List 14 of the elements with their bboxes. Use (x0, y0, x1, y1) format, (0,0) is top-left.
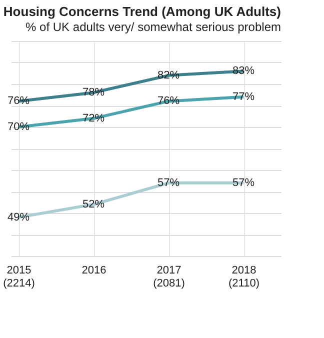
chart-subtitle: % of UK adults very/ somewhat serious problem (26, 20, 281, 34)
x-tick-label: 2015 (2214) (3, 264, 35, 290)
data-label: 57% (232, 176, 255, 189)
x-tick-label: 2017 (2081) (153, 264, 185, 290)
chart-title: Housing Concerns Trend (Among UK Adults) (3, 4, 281, 19)
x-tick-label: 2016 (82, 264, 106, 276)
data-label: 49% (7, 211, 30, 224)
data-label: 83% (232, 65, 255, 78)
data-label: 70% (7, 121, 30, 133)
x-tick-label: 2018 (2110) (228, 264, 260, 290)
data-label: 77% (232, 90, 255, 103)
data-label: 57% (157, 176, 180, 189)
data-label: 76% (7, 95, 30, 108)
data-label: 52% (82, 198, 105, 210)
